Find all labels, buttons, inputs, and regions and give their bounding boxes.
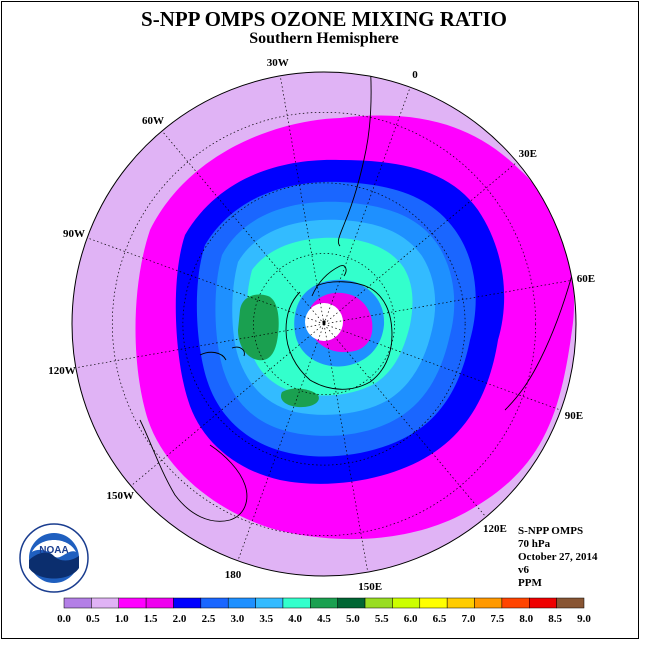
- colorbar-swatch: [419, 597, 448, 609]
- colorbar-swatch: [255, 597, 284, 609]
- colorbar-tick-label: 4.0: [288, 613, 302, 625]
- longitude-label: 30W: [267, 57, 289, 69]
- colorbar-tick-label: 1.0: [115, 613, 129, 625]
- colorbar-swatch: [364, 597, 393, 609]
- colorbar-swatch: [91, 597, 119, 609]
- south-pole-marker: [322, 320, 326, 324]
- coastline-antarctica: [285, 281, 393, 390]
- colorbar-swatch: [200, 597, 229, 609]
- colorbar-tick-label: 6.5: [433, 613, 447, 625]
- parallel-circle: [111, 111, 537, 537]
- colorbar-swatch: [556, 597, 585, 609]
- colorbar-swatch: [529, 597, 557, 609]
- longitude-label: 150E: [358, 581, 382, 593]
- colorbar-tick-label: 9.0: [577, 613, 591, 625]
- info-units: PPM: [518, 577, 542, 589]
- plot-frame: [1, 1, 639, 639]
- longitude-label: 120E: [483, 523, 507, 535]
- colorbar-swatch: [282, 597, 311, 609]
- longitude-label: 150W: [106, 490, 134, 502]
- colorbar-tick-label: 3.5: [259, 613, 273, 625]
- colorbar-swatch: [227, 597, 256, 609]
- colorbar-swatch: [310, 597, 338, 609]
- noaa-logo: NOAA: [19, 523, 89, 593]
- coastline-south-america: [337, 72, 372, 247]
- colorbar-swatch: [145, 597, 174, 609]
- page-subtitle: Southern Hemisphere: [249, 30, 399, 47]
- colorbar-swatch: [337, 597, 366, 609]
- info-block: S-NPP OMPS 70 hPa October 27, 2014 v6 PP…: [518, 525, 598, 590]
- colorbar-tick-label: 7.5: [490, 613, 504, 625]
- colorbar-tick-label: 8.5: [548, 613, 562, 625]
- globe-edge: [71, 71, 577, 577]
- colorbar-tick-label: 0.5: [86, 613, 100, 625]
- longitude-label: 120W: [48, 365, 76, 377]
- longitude-label: 90E: [565, 410, 583, 422]
- graticule: [75, 75, 573, 573]
- info-date: October 27, 2014: [518, 551, 598, 563]
- colorbar-swatch: [173, 597, 202, 609]
- colorbar-tick-label: 5.5: [375, 613, 389, 625]
- longitude-label: 30E: [519, 148, 537, 160]
- colorbar-tick-label: 2.5: [202, 613, 216, 625]
- longitude-label: 180: [225, 569, 242, 581]
- coastline-new-zealand: [199, 346, 245, 361]
- colorbar-swatch: [63, 597, 92, 609]
- parallel-circle: [182, 182, 466, 466]
- longitude-label: 60W: [142, 115, 164, 127]
- colorbar-tick-label: 4.5: [317, 613, 331, 625]
- page-title: S-NPP OMPS OZONE MIXING RATIO: [141, 7, 507, 31]
- colorbar-tick-label: 1.5: [144, 613, 158, 625]
- parallel-circle: [253, 253, 395, 395]
- info-instrument: S-NPP OMPS: [518, 525, 584, 537]
- info-level: 70 hPa: [518, 538, 551, 550]
- colorbar-tick-label: 2.0: [173, 613, 187, 625]
- colorbar-tick-label: 8.0: [519, 613, 533, 625]
- colorbar-swatch: [501, 597, 530, 609]
- logo-text: NOAA: [39, 545, 68, 556]
- colorbar-tick-label: 7.0: [462, 613, 476, 625]
- ozone-patch-dark-1: [238, 294, 279, 361]
- info-version: v6: [518, 564, 529, 576]
- coastline-australia: [139, 419, 248, 522]
- longitude-label: 90W: [63, 228, 85, 240]
- colorbar-tick-label: 3.0: [230, 613, 244, 625]
- longitude-label: 60E: [577, 273, 595, 285]
- colorbar-tick-label: 0.0: [57, 613, 71, 625]
- colorbar-swatch: [392, 597, 421, 609]
- colorbar-tick-label: 5.0: [346, 613, 360, 625]
- longitude-labels: 90W 60W 30W 0 30E 60E 90E 120E 150E 180 150W 120W: [48, 57, 595, 593]
- colorbar-swatch: [474, 597, 503, 609]
- coastline-africa: [504, 274, 573, 411]
- colorbar-swatch: [118, 597, 147, 609]
- colorbar-tick-label: 6.0: [404, 613, 418, 625]
- colorbar-swatch: [446, 597, 475, 609]
- longitude-label: 0: [412, 69, 418, 81]
